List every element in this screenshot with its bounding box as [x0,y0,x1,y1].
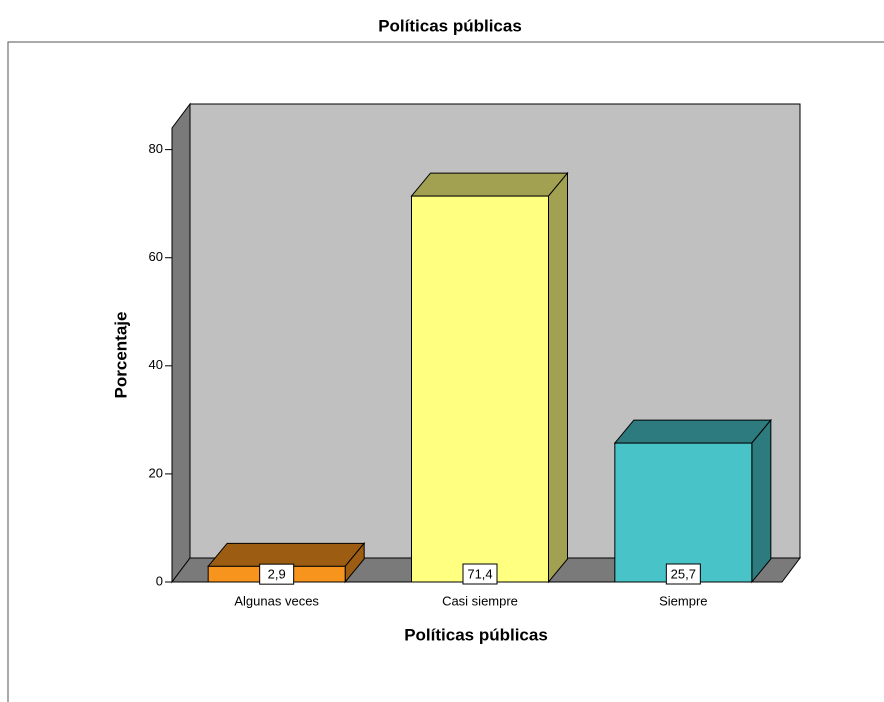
data-label-box [665,563,701,585]
y-tick-label: 60 [149,249,163,264]
bar-top [613,419,772,444]
x-tick-label: Siempre [659,593,707,608]
bar [411,195,549,583]
bar-top [410,172,569,197]
x-tick-label: Algunas veces [234,593,319,608]
bar [614,442,753,583]
y-axis-label: Porcentaje [111,312,130,399]
bar-side [548,171,568,584]
data-label: 2,9 [268,567,286,582]
data-label: 71,4 [467,566,492,581]
frame [7,41,884,702]
left-wall [171,102,191,584]
bar-side [751,418,772,584]
chart-title: Políticas públicas [378,16,522,35]
x-axis-label: Políticas públicas [404,625,548,644]
y-tick-label: 40 [149,357,163,372]
data-label: 25,7 [671,566,696,581]
data-label-box [462,563,498,585]
x-tick-label: Casi siempre [442,593,518,608]
bar-top [207,542,366,567]
y-tick-label: 20 [149,465,163,480]
data-label-box [259,563,295,585]
y-tick-label: 0 [156,573,163,588]
y-tick-label: 80 [149,141,163,156]
